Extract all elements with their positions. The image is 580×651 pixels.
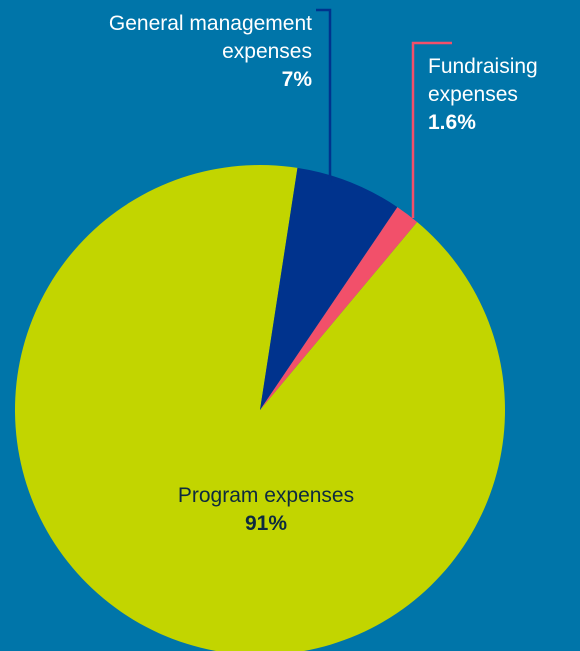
slice-label-general-management-value: 7%: [281, 68, 312, 91]
leader-line-fundraising: [411, 41, 452, 218]
slice-label-fundraising: Fundraising expenses 1.6%: [428, 53, 568, 137]
slice-label-fundraising-value: 1.6%: [428, 111, 476, 134]
pie-slices: [15, 164, 505, 651]
pie-slice-fundraising: [260, 207, 418, 410]
pie-slice-general-management: [260, 167, 398, 410]
pie-slice-program: [15, 164, 505, 651]
slice-label-fundraising-name: Fundraising expenses: [428, 55, 538, 106]
slice-label-general-management-name: General management expenses: [108, 12, 312, 63]
leader-line-general-management: [316, 8, 332, 182]
slice-label-program: Program expenses 91%: [150, 482, 382, 538]
slice-label-general-management: General management expenses 7%: [40, 10, 312, 94]
slice-label-program-value: 91%: [244, 512, 288, 535]
slice-label-program-name: Program expenses: [177, 484, 355, 507]
